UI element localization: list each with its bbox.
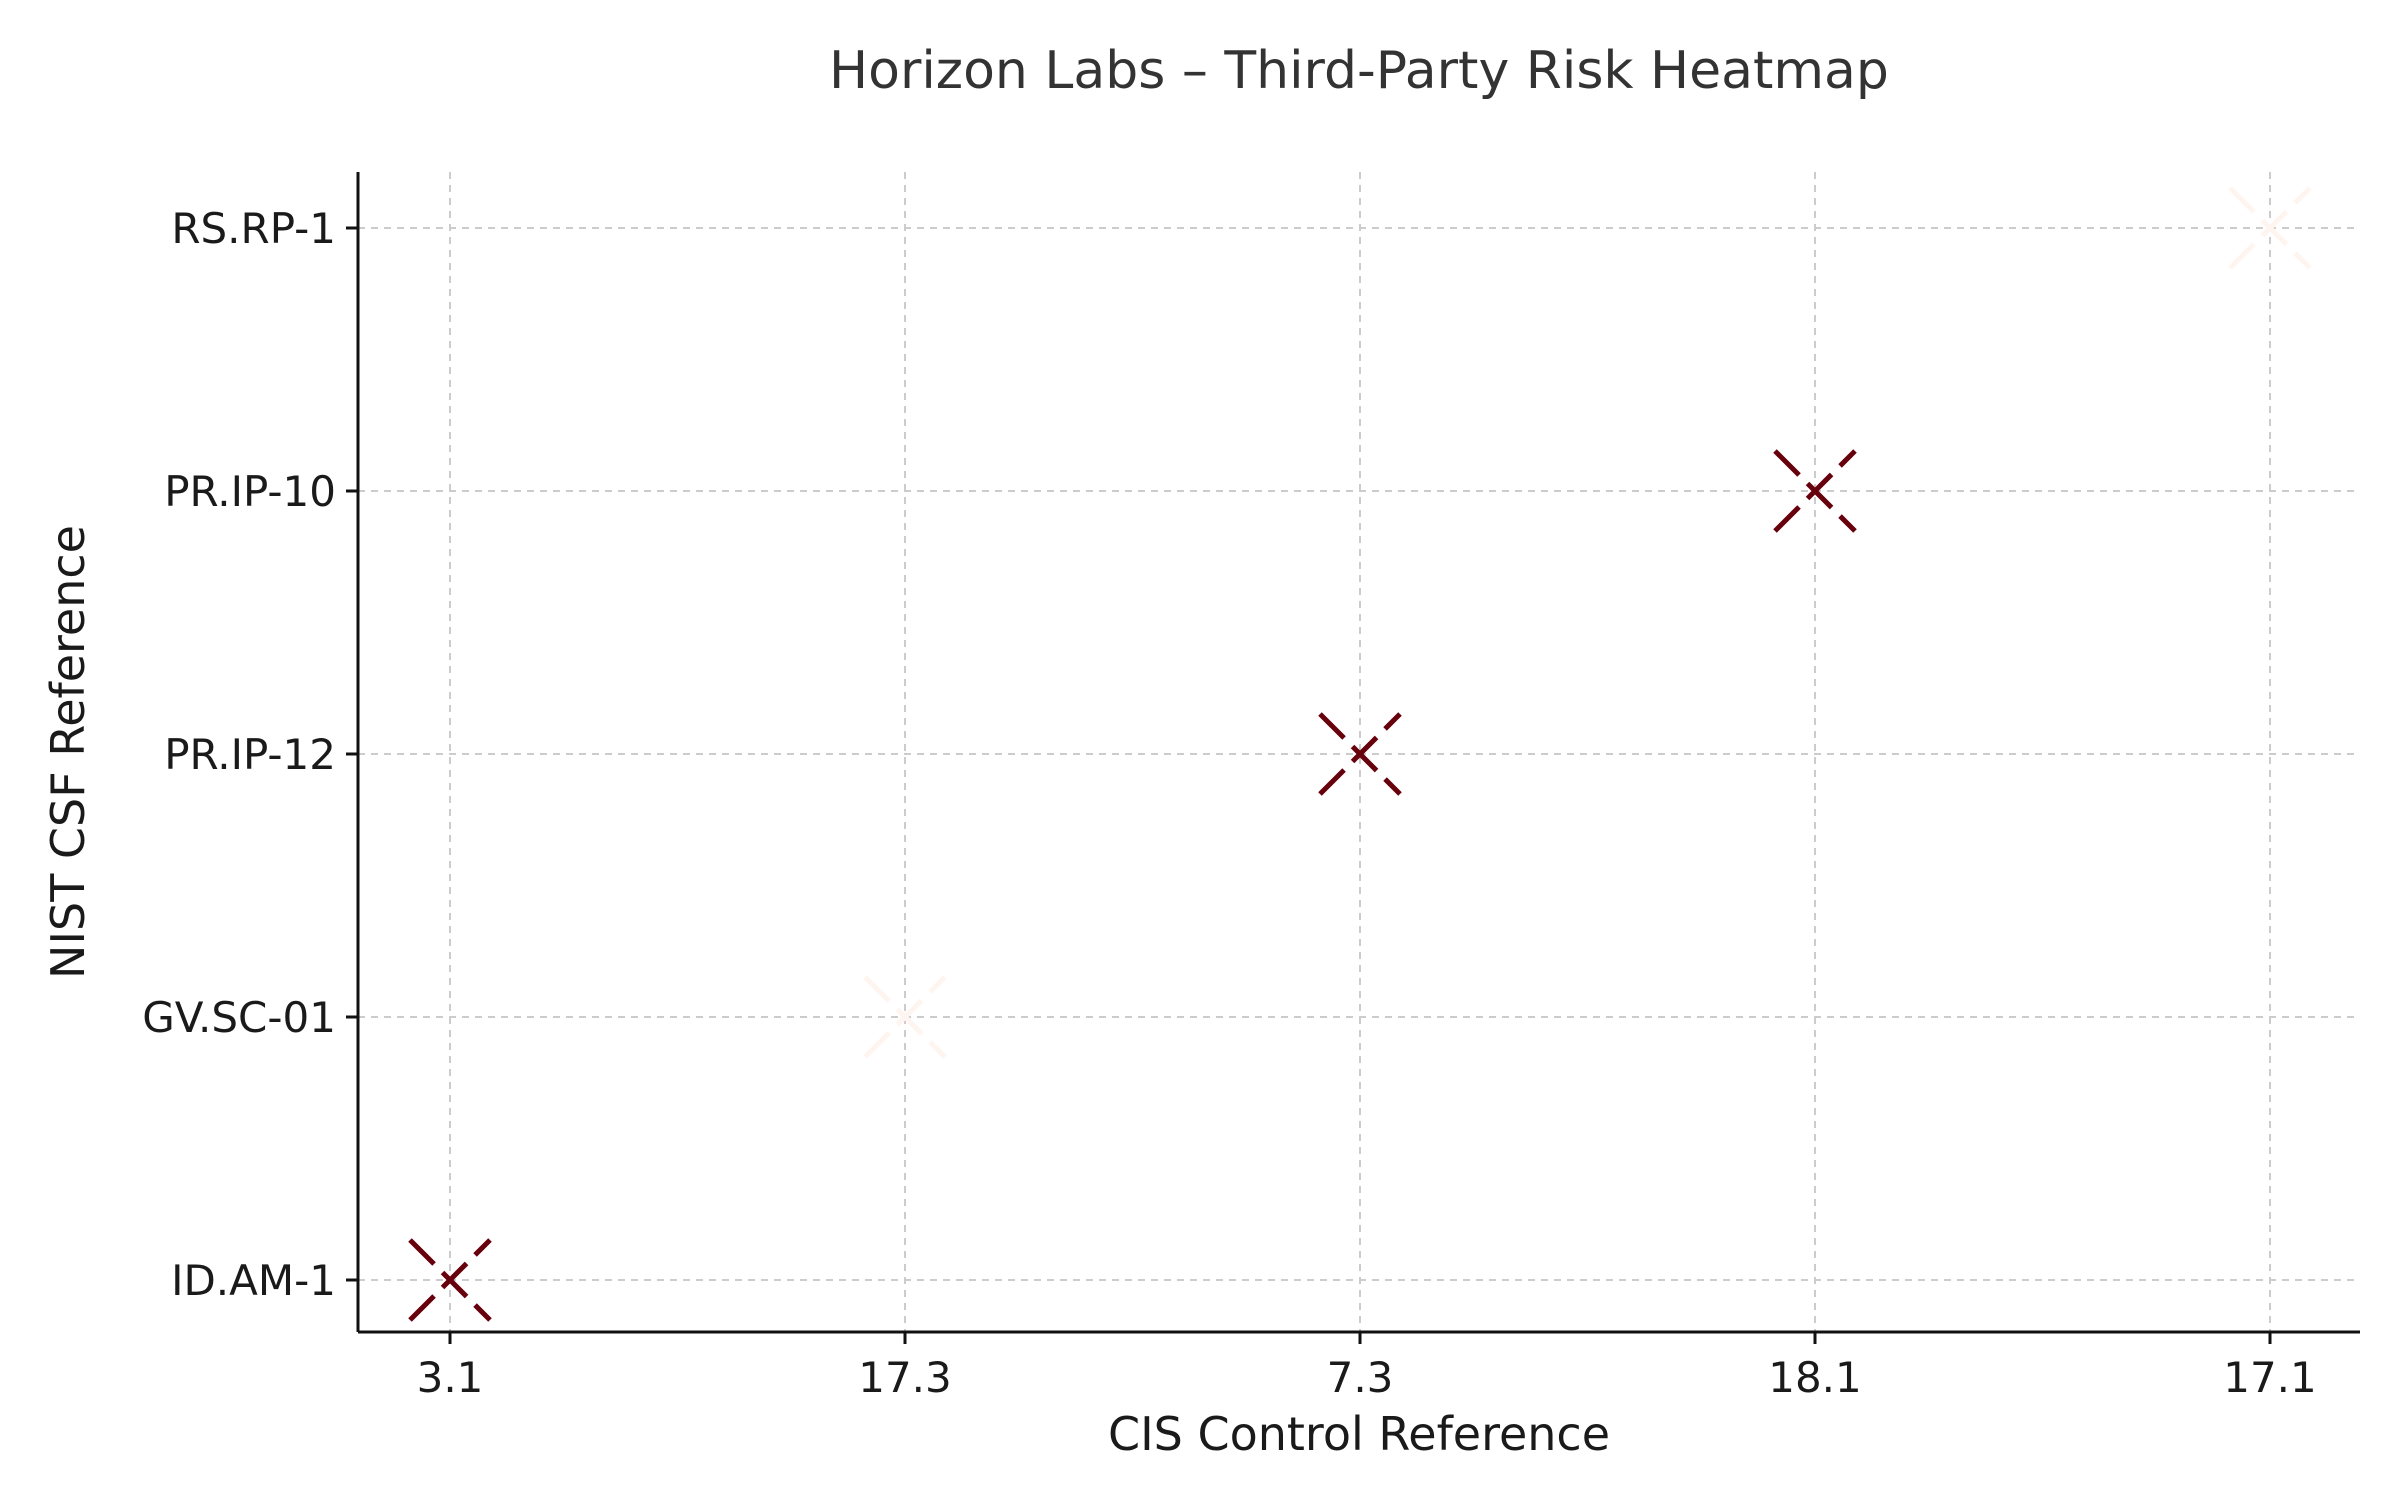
points-layer bbox=[408, 186, 2312, 1322]
y-tick-label: GV.SC-01 bbox=[142, 993, 336, 1042]
y-tick-label: PR.IP-10 bbox=[164, 467, 336, 516]
marker-stroke bbox=[863, 975, 947, 1059]
ticks-layer: 3.1 17.3 7.3 18.1 17.1 ID.AM-1 GV.SC-01 PR.IP-1… bbox=[142, 204, 2317, 1402]
x-tick-label: 18.1 bbox=[1768, 1353, 1862, 1402]
x-tick-label: 17.3 bbox=[858, 1353, 952, 1402]
y-tick-label: PR.IP-12 bbox=[164, 730, 336, 779]
y-tick-label: ID.AM-1 bbox=[171, 1256, 336, 1305]
y-axis-label: NIST CSF Reference bbox=[41, 525, 95, 979]
data-point-marker bbox=[863, 975, 947, 1059]
marker-stroke bbox=[2228, 186, 2312, 270]
x-axis-label: CIS Control Reference bbox=[1108, 1407, 1610, 1461]
y-tick-label: RS.RP-1 bbox=[171, 204, 336, 253]
data-point-marker bbox=[1318, 712, 1402, 796]
marker-stroke bbox=[1773, 449, 1857, 533]
x-tick-label: 7.3 bbox=[1327, 1353, 1394, 1402]
data-point-marker bbox=[408, 1238, 492, 1322]
chart-title: Horizon Labs – Third-Party Risk Heatmap bbox=[829, 41, 1889, 101]
marker-stroke bbox=[1318, 712, 1402, 796]
data-point-marker bbox=[1773, 449, 1857, 533]
data-point-marker bbox=[2228, 186, 2312, 270]
x-tick-label: 3.1 bbox=[417, 1353, 484, 1402]
marker-stroke bbox=[408, 1238, 492, 1322]
x-tick-label: 17.1 bbox=[2223, 1353, 2317, 1402]
